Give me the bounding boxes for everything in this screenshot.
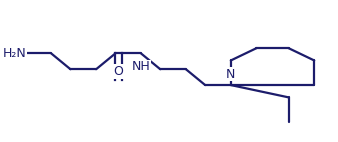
Text: NH: NH	[131, 60, 150, 73]
Text: N: N	[226, 68, 236, 81]
Text: O: O	[114, 65, 123, 78]
Text: H₂N: H₂N	[2, 47, 26, 60]
